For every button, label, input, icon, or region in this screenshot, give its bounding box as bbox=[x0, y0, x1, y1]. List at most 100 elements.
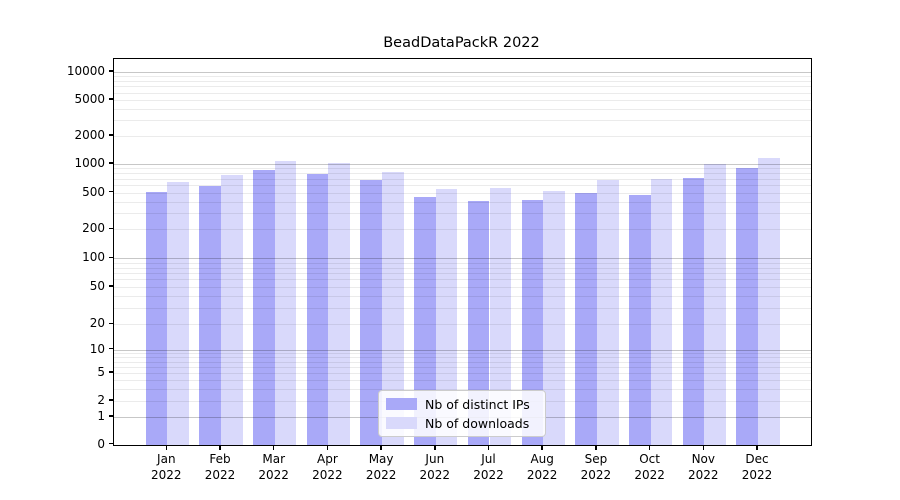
major-gridline bbox=[114, 164, 811, 165]
minor-gridline bbox=[114, 173, 811, 175]
y-tick-label: 1000 bbox=[74, 156, 105, 170]
x-tick-label: Sep 2022 bbox=[566, 451, 626, 483]
minor-gridline bbox=[114, 201, 811, 203]
major-gridline bbox=[114, 72, 811, 73]
minor-gridline bbox=[114, 267, 811, 269]
bar-downloads bbox=[435, 188, 458, 445]
legend-label-distinct-ips: Nb of distinct IPs bbox=[425, 396, 530, 412]
x-axis-tick bbox=[648, 445, 651, 450]
minor-gridline bbox=[114, 357, 811, 359]
y-axis-tick bbox=[108, 190, 113, 193]
x-tick-label: Apr 2022 bbox=[297, 451, 357, 483]
x-tick-label-year: 2022 bbox=[258, 467, 289, 482]
x-tick-label-year: 2022 bbox=[473, 467, 504, 482]
x-tick-label-year: 2022 bbox=[580, 467, 612, 482]
x-tick-label: Mar 2022 bbox=[244, 451, 304, 483]
minor-gridline bbox=[114, 100, 811, 101]
x-axis-tick bbox=[326, 445, 329, 450]
x-axis-tick bbox=[272, 445, 275, 450]
y-tick-label: 100 bbox=[82, 250, 105, 265]
x-tick-label: Jun 2022 bbox=[405, 451, 465, 483]
x-tick-label: Dec 2022 bbox=[727, 451, 787, 483]
y-tick-label: 10 bbox=[89, 341, 105, 356]
minor-gridline bbox=[114, 136, 811, 137]
bar-distinct-ips bbox=[145, 191, 168, 445]
y-tick-label: 10000 bbox=[66, 64, 105, 78]
minor-gridline bbox=[114, 81, 811, 82]
legend-swatch-downloads bbox=[386, 417, 417, 429]
minor-gridline bbox=[114, 185, 811, 187]
x-tick-label-year: 2022 bbox=[151, 467, 182, 482]
minor-gridline bbox=[114, 229, 811, 231]
minor-gridline bbox=[114, 366, 811, 368]
x-tick-label-year: 2022 bbox=[526, 467, 558, 482]
y-tick-label: 200 bbox=[82, 221, 105, 236]
minor-gridline bbox=[114, 120, 811, 122]
plot-canvas bbox=[114, 59, 811, 445]
legend-item-downloads: Nb of downloads bbox=[386, 416, 538, 431]
bar-downloads bbox=[328, 163, 351, 445]
y-axis-tick bbox=[108, 227, 113, 230]
y-tick-label: 50 bbox=[89, 279, 105, 293]
bar-downloads bbox=[704, 163, 726, 445]
x-tick-label-year: 2022 bbox=[312, 467, 343, 482]
y-axis-tick bbox=[108, 371, 113, 373]
bar-downloads bbox=[596, 179, 619, 445]
bar-distinct-ips bbox=[199, 185, 221, 445]
minor-gridline bbox=[114, 324, 811, 326]
x-tick-label: Jan 2022 bbox=[136, 451, 196, 483]
minor-gridline bbox=[114, 279, 811, 281]
plot-area bbox=[113, 58, 812, 446]
x-axis-tick bbox=[487, 445, 490, 450]
minor-gridline bbox=[114, 76, 811, 78]
minor-gridline bbox=[114, 373, 811, 374]
bar-distinct-ips bbox=[414, 196, 436, 445]
x-tick-label: Jul 2022 bbox=[459, 451, 519, 483]
bar-downloads bbox=[221, 174, 243, 445]
bar-distinct-ips bbox=[575, 192, 597, 445]
minor-gridline bbox=[114, 262, 811, 264]
y-axis-tick bbox=[108, 399, 113, 401]
legend-item-distinct-ips: Nb of distinct IPs bbox=[386, 397, 538, 412]
y-axis-tick bbox=[108, 442, 113, 445]
x-axis-tick bbox=[756, 445, 758, 450]
minor-gridline bbox=[114, 192, 811, 194]
bar-downloads bbox=[382, 171, 404, 445]
y-tick-label: 5000 bbox=[74, 92, 105, 106]
bar-downloads bbox=[758, 157, 780, 445]
x-axis-tick bbox=[541, 445, 543, 450]
legend: Nb of distinct IPs Nb of downloads bbox=[378, 390, 546, 437]
x-axis-tick bbox=[702, 445, 705, 450]
minor-gridline bbox=[114, 307, 811, 309]
minor-gridline bbox=[114, 213, 811, 215]
y-tick-label: 2000 bbox=[74, 128, 105, 142]
minor-gridline bbox=[114, 361, 811, 363]
x-tick-label: May 2022 bbox=[351, 451, 411, 483]
x-axis-tick bbox=[595, 445, 597, 450]
bar-downloads bbox=[274, 160, 297, 445]
y-axis-tick bbox=[108, 70, 113, 72]
x-tick-label-year: 2022 bbox=[688, 467, 719, 482]
legend-swatch-distinct-ips bbox=[386, 398, 417, 410]
y-axis-tick bbox=[108, 134, 113, 136]
minor-gridline bbox=[114, 388, 811, 390]
minor-gridline bbox=[114, 168, 811, 170]
x-axis-tick bbox=[219, 445, 221, 450]
minor-gridline bbox=[114, 379, 811, 381]
x-tick-label-year: 2022 bbox=[365, 467, 397, 482]
x-tick-label-year: 2022 bbox=[204, 467, 236, 482]
x-tick-label: Feb 2022 bbox=[190, 451, 250, 483]
y-tick-label: 500 bbox=[82, 184, 105, 199]
minor-gridline bbox=[114, 92, 811, 94]
y-axis-tick bbox=[108, 98, 113, 100]
x-tick-label: Aug 2022 bbox=[512, 451, 572, 483]
y-tick-label: 1 bbox=[97, 409, 105, 423]
minor-gridline bbox=[114, 178, 811, 180]
bar-distinct-ips bbox=[628, 195, 651, 445]
y-axis-tick bbox=[108, 256, 113, 259]
y-tick-label: 2 bbox=[97, 393, 105, 407]
x-tick-label: Oct 2022 bbox=[620, 451, 680, 483]
bar-distinct-ips bbox=[521, 200, 544, 445]
major-gridline bbox=[114, 258, 811, 260]
